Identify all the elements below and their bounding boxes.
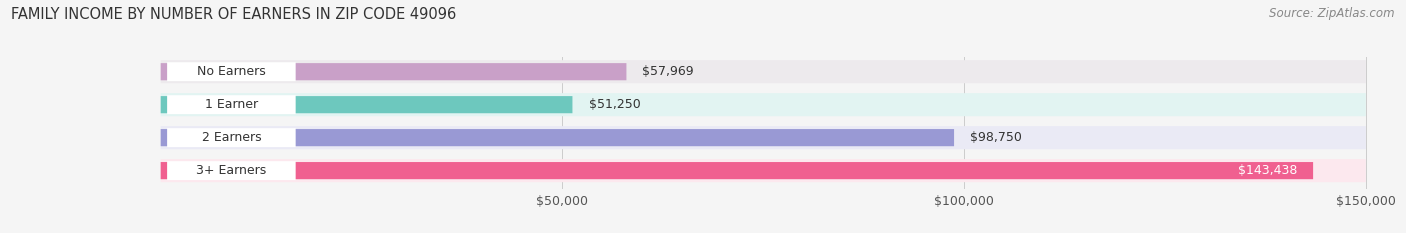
FancyBboxPatch shape [167,95,295,114]
FancyBboxPatch shape [167,161,295,180]
Text: 2 Earners: 2 Earners [201,131,262,144]
FancyBboxPatch shape [167,62,295,81]
FancyBboxPatch shape [167,128,295,147]
FancyBboxPatch shape [160,162,1313,179]
FancyBboxPatch shape [160,159,1365,182]
FancyBboxPatch shape [160,60,1365,83]
Text: 3+ Earners: 3+ Earners [197,164,267,177]
Text: 1 Earner: 1 Earner [205,98,257,111]
Text: $51,250: $51,250 [589,98,640,111]
FancyBboxPatch shape [160,93,1365,116]
Text: $143,438: $143,438 [1237,164,1298,177]
Text: $57,969: $57,969 [643,65,695,78]
FancyBboxPatch shape [160,96,572,113]
FancyBboxPatch shape [160,126,1365,149]
FancyBboxPatch shape [160,129,955,146]
Text: FAMILY INCOME BY NUMBER OF EARNERS IN ZIP CODE 49096: FAMILY INCOME BY NUMBER OF EARNERS IN ZI… [11,7,457,22]
FancyBboxPatch shape [160,63,627,80]
Text: Source: ZipAtlas.com: Source: ZipAtlas.com [1270,7,1395,20]
Text: $98,750: $98,750 [970,131,1022,144]
Text: No Earners: No Earners [197,65,266,78]
